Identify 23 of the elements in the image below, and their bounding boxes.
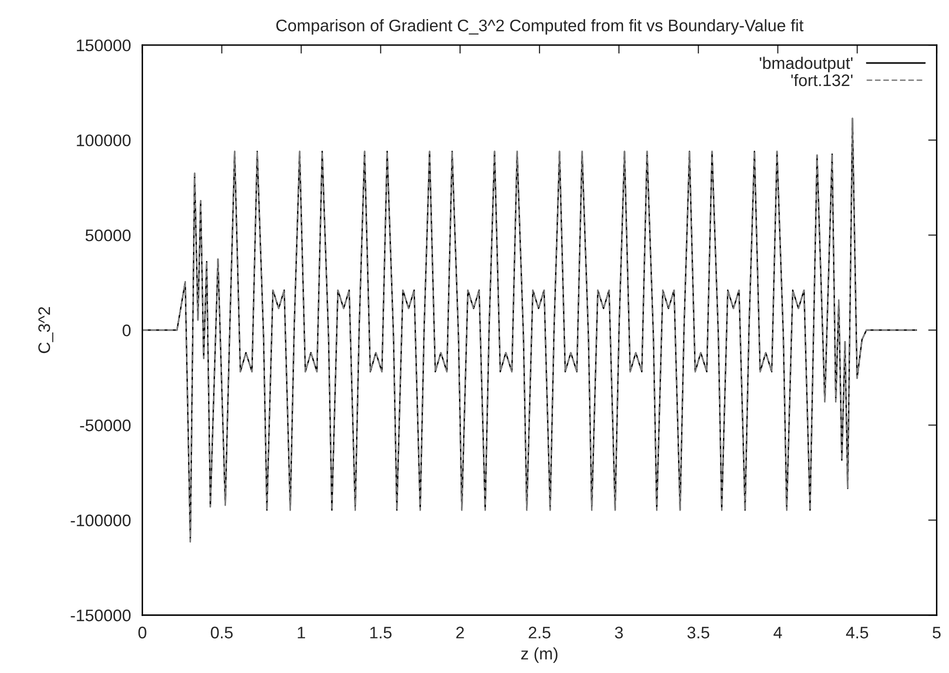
y-tick-label: -50000 (80, 420, 131, 432)
x-tick-label: 4 (774, 626, 782, 638)
x-tick-label: 0 (138, 626, 146, 638)
y-tick-label: 150000 (76, 39, 131, 52)
chart-title: Comparison of Gradient C_3^2 Computed from fit vs Boundary-Value fit (276, 19, 804, 35)
legend-label: 'bmadoutput' (760, 56, 852, 72)
x-tick-label: 3.5 (687, 626, 710, 638)
x-tick-label: 1.5 (370, 626, 392, 638)
x-tick-label: 2.5 (528, 626, 550, 638)
x-axis-title: z (m) (521, 647, 558, 663)
y-axis-title: C_3^2 (38, 307, 54, 354)
x-tick-label: 3 (614, 626, 623, 638)
y-tick-label: -100000 (70, 514, 131, 526)
x-tick-label: 5 (932, 626, 941, 638)
x-tick-label: 1 (298, 626, 306, 638)
x-tick-label: 0.5 (210, 626, 233, 638)
y-tick-label: 0 (122, 324, 131, 336)
x-tick-label: 4.5 (846, 626, 868, 638)
x-tick-label: 2 (456, 626, 464, 638)
legend-label: 'fort.132' (791, 74, 852, 86)
y-tick-label: 100000 (76, 134, 131, 146)
y-tick-label: -150000 (70, 610, 131, 622)
y-tick-label: 50000 (86, 230, 131, 242)
